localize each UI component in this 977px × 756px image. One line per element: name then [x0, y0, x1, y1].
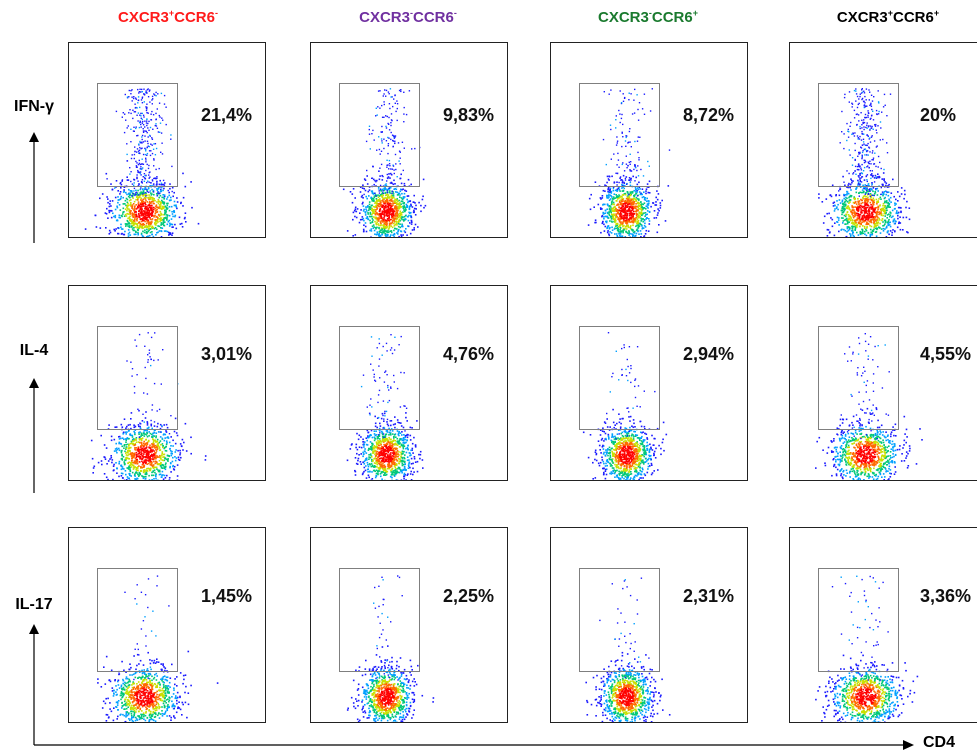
percent-label-1-3: 8,72%: [683, 105, 735, 125]
dots-3-3: [585, 577, 671, 722]
dot-plot-3-4: 3,36%: [789, 527, 977, 723]
dot-plot-3-3: 2,31%: [550, 527, 748, 723]
cell-events: [346, 575, 435, 722]
cell-events: [587, 88, 671, 237]
dots-2-2: [346, 334, 424, 480]
dot-plot-1-2: 9,83%: [310, 42, 508, 238]
percent-label-3-1: 1,45%: [201, 586, 253, 606]
dot-plot-3-2: 2,25%: [310, 527, 508, 723]
column-header-2: CXCR3-CCR6-: [359, 8, 457, 26]
dots-3-4: [815, 575, 919, 722]
row-label-1: IFN-γ: [14, 98, 54, 115]
column-header-4: CXCR3+CCR6+: [836, 8, 940, 26]
dot-plot-2-2: 4,76%: [310, 285, 508, 481]
dots-3-2: [346, 575, 435, 722]
dot-plot-3-1: 1,45%: [68, 527, 266, 723]
gate-1-4: [818, 83, 899, 187]
y-axis-arrow-3-head: [29, 624, 39, 634]
column-header-1: CXCR3+CCR6-: [118, 8, 218, 26]
percent-label-1-2: 9,83%: [443, 105, 495, 125]
percent-label-3-3: 2,31%: [683, 586, 735, 606]
dots-2-3: [582, 332, 668, 480]
y-axis-arrow-1-head: [29, 132, 39, 142]
dots-2-1: [90, 332, 207, 480]
cell-events: [585, 577, 671, 722]
dots-2-4: [815, 333, 923, 480]
gate-3-1: [97, 568, 178, 672]
x-axis-label: CD4: [923, 734, 956, 751]
dots-3-1: [97, 575, 219, 722]
gate-2-2: [339, 326, 420, 430]
cell-events: [815, 575, 919, 722]
percent-label-2-2: 4,76%: [443, 344, 495, 364]
gate-1-3: [579, 83, 660, 187]
dots-1-3: [587, 88, 671, 237]
gate-3-2: [339, 568, 420, 672]
cell-events: [815, 333, 923, 480]
gate-2-4: [818, 326, 899, 430]
dot-plot-1-4: 20%: [789, 42, 977, 238]
cell-events: [90, 332, 207, 480]
dot-plot-1-3: 8,72%: [550, 42, 748, 238]
gate-1-1: [97, 83, 178, 187]
cell-events: [342, 88, 427, 237]
column-header-3: CXCR3-CCR6+: [598, 8, 698, 26]
x-axis-arrowhead: [903, 740, 914, 750]
cell-events: [97, 575, 219, 722]
dot-plot-2-1: 3,01%: [68, 285, 266, 481]
percent-label-2-4: 4,55%: [920, 344, 972, 364]
cell-events: [84, 88, 200, 237]
percent-label-1-4: 20%: [920, 105, 957, 125]
cell-events: [346, 334, 424, 480]
dot-plot-1-1: 21,4%: [68, 42, 266, 238]
percent-label-3-2: 2,25%: [443, 586, 495, 606]
dots-1-2: [342, 88, 427, 237]
percent-label-2-1: 3,01%: [201, 344, 253, 364]
percent-label-2-3: 2,94%: [683, 344, 735, 364]
gate-2-3: [579, 326, 660, 430]
dot-plot-2-3: 2,94%: [550, 285, 748, 481]
gate-3-3: [579, 568, 660, 672]
row-label-2: IL-4: [19, 342, 49, 359]
percent-label-3-4: 3,36%: [920, 586, 972, 606]
row-label-3: IL-17: [15, 596, 53, 613]
y-axis-arrow-2-head: [29, 378, 39, 388]
cell-events: [582, 332, 668, 480]
gate-2-1: [97, 326, 178, 430]
gate-1-2: [339, 83, 420, 187]
dots-1-1: [84, 88, 200, 237]
dot-plot-2-4: 4,55%: [789, 285, 977, 481]
percent-label-1-1: 21,4%: [201, 105, 253, 125]
gate-3-4: [818, 568, 899, 672]
